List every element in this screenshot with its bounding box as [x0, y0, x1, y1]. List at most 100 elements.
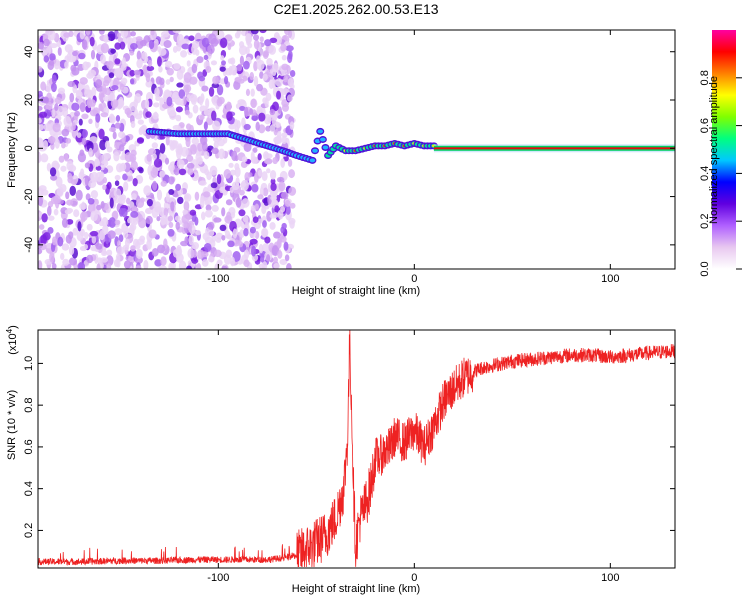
noise-cell: [61, 218, 69, 228]
noise-cell: [216, 97, 223, 107]
noise-cell: [238, 45, 248, 56]
noise-cell: [266, 254, 271, 262]
scale-prefix: (x10: [7, 333, 19, 354]
noise-cell: [160, 256, 167, 266]
noise-cell: [48, 30, 56, 41]
noise-cell: [79, 30, 85, 40]
noise-cell: [73, 209, 80, 218]
noise-cell: [106, 181, 112, 190]
noise-cell: [106, 249, 113, 257]
noise-cell: [43, 55, 50, 63]
noise-cell: [266, 210, 272, 222]
noise-cell: [288, 169, 296, 179]
noise-cell: [158, 66, 163, 73]
noise-cell: [194, 216, 199, 226]
noise-cell: [120, 162, 127, 171]
noise-cell: [152, 165, 159, 176]
noise-cell: [90, 49, 96, 60]
noise-cell: [143, 185, 152, 196]
noise-cell: [211, 204, 219, 212]
noise-cell: [75, 90, 83, 100]
noise-cell: [286, 94, 293, 102]
noise-cell: [160, 180, 167, 187]
colorbar-tick-label: 0.6: [699, 118, 711, 133]
noise-cell: [57, 87, 66, 95]
noise-cell: [104, 87, 111, 96]
noise-cell: [194, 191, 200, 201]
noise-cell: [96, 263, 101, 269]
noise-cell: [237, 99, 246, 105]
noise-cell: [211, 96, 219, 104]
noise-cell: [262, 220, 267, 228]
noise-cell: [64, 153, 69, 162]
noise-cell: [231, 181, 240, 191]
noise-cell: [180, 146, 189, 157]
noise-cell: [205, 204, 212, 211]
noise-cell: [249, 226, 256, 234]
noise-cell: [211, 82, 220, 89]
noise-cell: [99, 257, 109, 263]
noise-cell: [187, 168, 194, 176]
noise-cell: [244, 220, 250, 231]
noise-cell: [136, 50, 142, 61]
noise-cell: [129, 42, 138, 50]
noise-cell: [176, 82, 184, 88]
noise-cell: [82, 129, 88, 139]
noise-cell: [281, 54, 287, 61]
noise-cell: [288, 186, 297, 196]
noise-cell: [145, 80, 153, 88]
noise-cell: [187, 222, 192, 231]
noise-cell: [284, 200, 291, 208]
noise-cell: [221, 207, 226, 217]
noise-cell: [266, 58, 273, 66]
noise-cell: [100, 200, 105, 209]
noise-cell: [242, 60, 250, 70]
noise-cell: [250, 30, 259, 35]
noise-cell: [228, 123, 236, 130]
noise-cell: [135, 265, 142, 269]
noise-cell: [151, 207, 159, 219]
noise-cell: [234, 162, 240, 171]
noise-cell: [130, 149, 137, 157]
noise-cell: [175, 114, 182, 122]
noise-cell: [166, 96, 173, 107]
noise-cell: [210, 60, 218, 66]
noise-cell: [89, 36, 95, 47]
noise-cell: [264, 236, 271, 244]
noise-cell: [245, 33, 252, 39]
noise-cell: [150, 30, 155, 36]
noise-cell: [123, 260, 131, 269]
noise-cell: [156, 244, 166, 254]
noise-cell: [38, 105, 43, 112]
spectrogram-x-label: Height of straight line (km): [292, 285, 420, 297]
noise-cell: [257, 153, 262, 161]
noise-cell: [212, 75, 219, 85]
noise-cell: [175, 221, 180, 231]
noise-cell: [60, 165, 67, 172]
noise-cell: [124, 238, 130, 248]
noise-cell: [219, 224, 227, 232]
noise-cell: [152, 180, 158, 191]
noise-cell: [225, 199, 233, 206]
noise-cell: [138, 167, 144, 174]
noise-cell: [261, 205, 267, 215]
noise-cell: [202, 191, 211, 198]
noise-cell: [114, 180, 120, 187]
noise-cell: [259, 36, 264, 43]
noise-cell: [84, 231, 89, 240]
noise-cell: [258, 124, 266, 134]
noise-cell: [196, 56, 204, 64]
noise-cell: [68, 257, 78, 266]
noise-cell: [67, 81, 76, 88]
noise-cell: [253, 75, 259, 87]
noise-cell: [47, 136, 56, 144]
noise-cell: [175, 98, 184, 106]
noise-cell: [265, 92, 272, 102]
noise-cell: [49, 167, 57, 177]
noise-cell: [207, 221, 215, 230]
noise-cell: [280, 206, 286, 213]
noise-cell: [283, 241, 289, 251]
noise-cell: [245, 88, 251, 97]
noise-cell: [156, 216, 161, 222]
carrier-peak: [433, 147, 675, 150]
